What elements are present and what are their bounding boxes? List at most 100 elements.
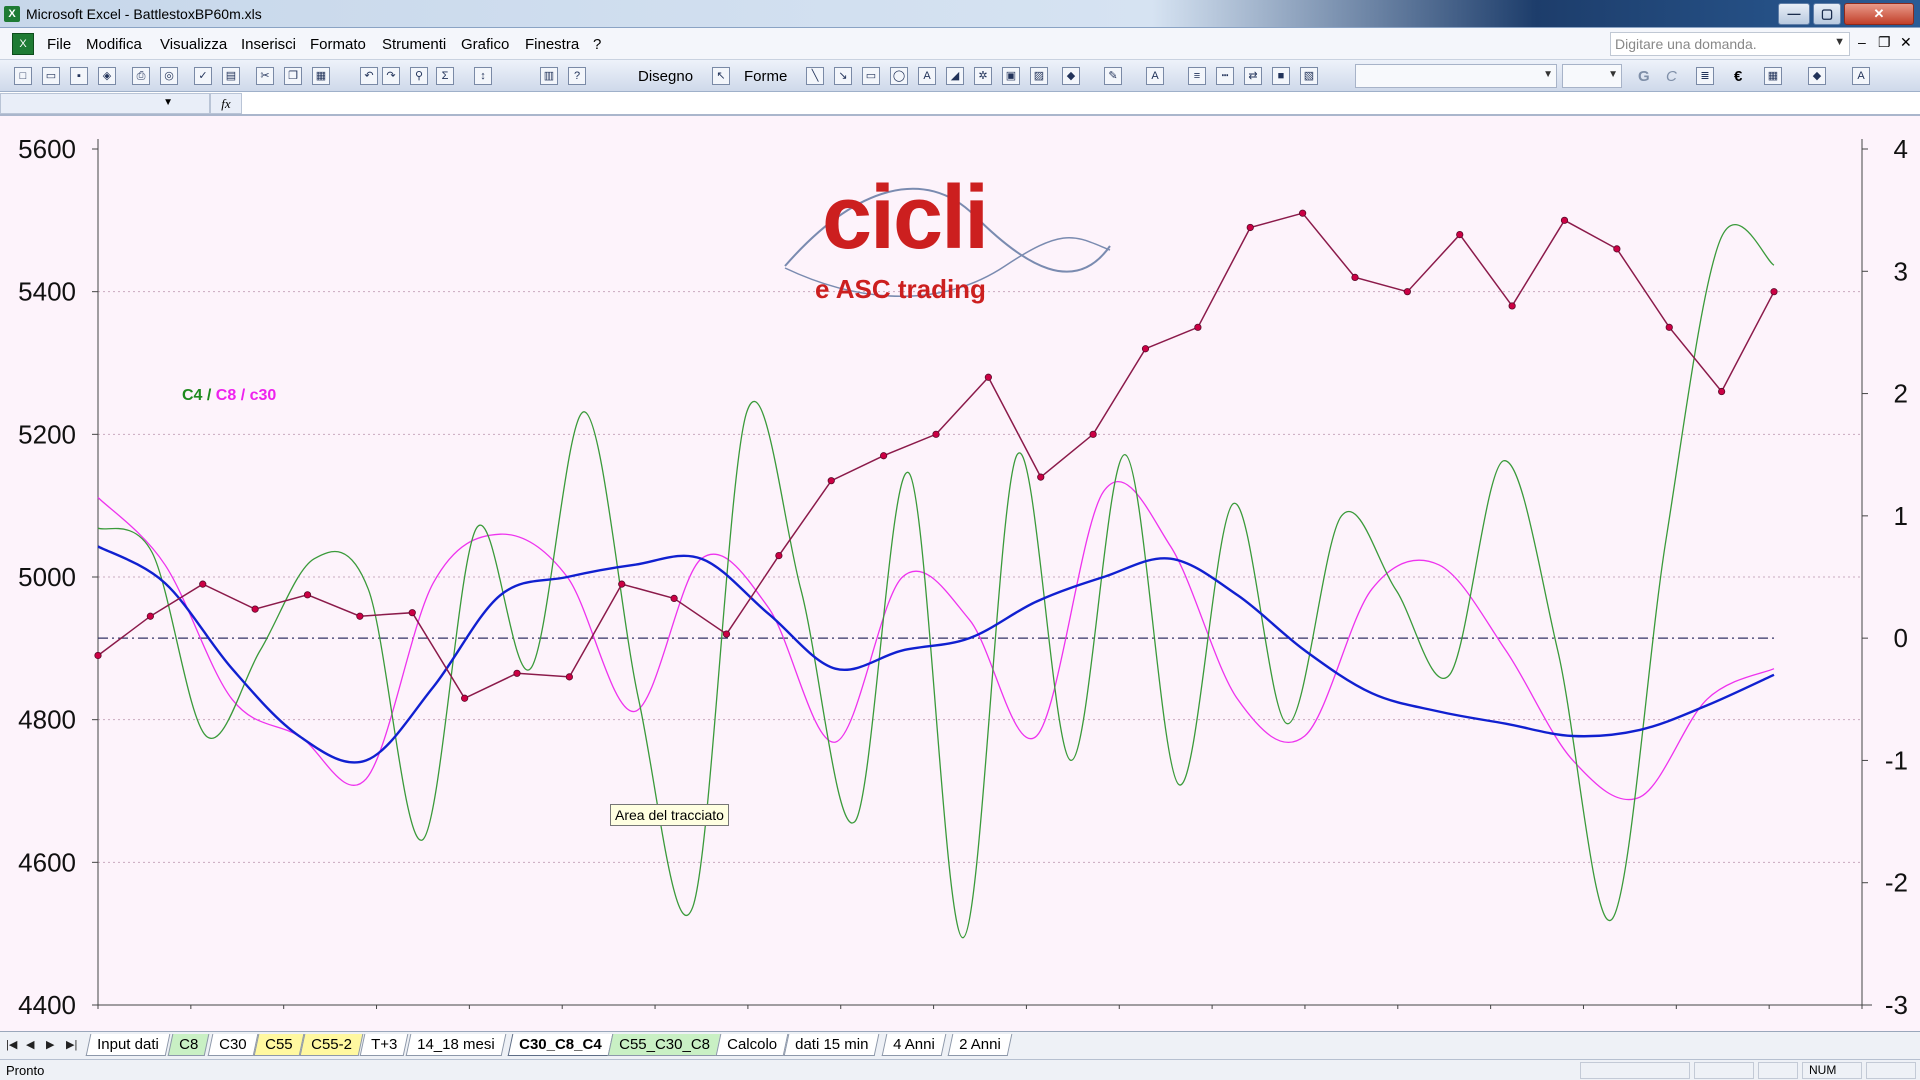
sheet-tab[interactable]: 14_18 mesi — [405, 1034, 506, 1056]
sheet-tab[interactable]: C55 — [253, 1034, 304, 1056]
paste-icon[interactable]: ▦ — [312, 67, 330, 85]
research-icon[interactable]: ▤ — [222, 67, 240, 85]
sheet-tab[interactable]: C8 — [167, 1034, 210, 1056]
sheet-tab[interactable]: C30_C8_C4 — [507, 1034, 613, 1056]
sheet-tab[interactable]: C55_C30_C8 — [607, 1034, 722, 1056]
print-icon[interactable]: ⎙ — [132, 67, 150, 85]
autosum-icon[interactable]: Σ — [436, 67, 454, 85]
next-sheet-icon[interactable]: ▶ — [46, 1039, 55, 1051]
draw-menu-button[interactable]: Disegno — [638, 68, 694, 85]
help-search-input[interactable]: Digitare una domanda. ▼ — [1610, 32, 1850, 56]
sheet-tab[interactable]: dati 15 min — [783, 1034, 880, 1056]
euro-button[interactable]: € — [1734, 68, 1743, 85]
workbook-icon[interactable]: X — [12, 33, 34, 55]
price-marker — [1246, 223, 1254, 232]
line-style-icon[interactable]: ≡ — [1188, 67, 1206, 85]
borders-icon[interactable]: ▦ — [1764, 67, 1782, 85]
chart-area[interactable]: 5600 5400 5200 5000 4800 4600 4400 4 3 2 1 0 -1 -2 -3 … — [0, 116, 1920, 1031]
price-marker — [1141, 345, 1150, 353]
chart-wizard-icon[interactable]: ▥ — [540, 67, 558, 85]
menu-strumenti[interactable]: Strumenti — [382, 36, 447, 53]
print-preview-icon[interactable]: ◎ — [160, 67, 178, 85]
sort-ascending-icon[interactable]: ↕ — [474, 67, 492, 85]
italic-button[interactable]: C — [1666, 68, 1677, 85]
save-icon[interactable]: ▪ — [70, 67, 88, 85]
textbox-icon[interactable]: A — [918, 67, 936, 85]
name-box[interactable]: ▼ — [0, 93, 210, 114]
font-name-select[interactable]: ▼ — [1355, 64, 1557, 88]
last-sheet-icon[interactable]: ▶| — [66, 1039, 78, 1051]
mdi-close-button[interactable]: ✕ — [1900, 34, 1912, 50]
undo-icon[interactable]: ↶ — [360, 67, 378, 85]
diagram-icon[interactable]: ✲ — [974, 67, 992, 85]
spelling-icon[interactable]: ✓ — [194, 67, 212, 85]
cell-fill-icon[interactable]: ◆ — [1808, 67, 1826, 85]
logo-word: cicli — [822, 168, 989, 268]
legend-separator: / — [202, 387, 216, 404]
select-objects-icon[interactable]: ↖ — [712, 67, 730, 85]
insert-function-button[interactable]: fx — [210, 93, 242, 114]
sheet-tab-label: C55-2 — [311, 1036, 352, 1053]
price-marker — [1299, 209, 1307, 217]
menu-formato[interactable]: Formato — [310, 36, 366, 53]
sheet-tab[interactable]: 2 Anni — [947, 1034, 1013, 1056]
align-icon[interactable]: ≣ — [1696, 67, 1714, 85]
cut-icon[interactable]: ✂ — [256, 67, 274, 85]
maximize-button[interactable]: ▢ — [1813, 3, 1841, 25]
wordart-icon[interactable]: ◢ — [946, 67, 964, 85]
chevron-down-icon[interactable]: ▼ — [1834, 36, 1845, 48]
3d-icon[interactable]: ▧ — [1300, 67, 1318, 85]
arrow-style-icon[interactable]: ⇄ — [1244, 67, 1262, 85]
price-marker — [1351, 273, 1359, 281]
shadow-icon[interactable]: ■ — [1272, 67, 1290, 85]
menu-visualizza[interactable]: Visualizza — [160, 36, 228, 53]
series-c8-line — [97, 481, 1775, 801]
mdi-restore-button[interactable]: ❐ — [1878, 34, 1891, 50]
prev-sheet-icon[interactable]: ◀ — [26, 1039, 35, 1051]
shapes-menu-button[interactable]: Forme — [744, 68, 788, 85]
fill-color-icon[interactable]: ◆ — [1062, 67, 1080, 85]
sheet-tab-label: 4 Anni — [893, 1036, 935, 1053]
logo-tagline: e ASC trading — [815, 274, 986, 304]
menu-help[interactable]: ? — [593, 36, 602, 53]
open-folder-icon[interactable]: ▭ — [42, 67, 60, 85]
sheet-tab[interactable]: C55-2 — [299, 1034, 364, 1056]
menu-finestra[interactable]: Finestra — [525, 36, 580, 53]
new-icon[interactable]: □ — [14, 67, 32, 85]
menu-inserisci[interactable]: Inserisci — [241, 36, 297, 53]
menu-grafico[interactable]: Grafico — [461, 36, 510, 53]
font-color-icon[interactable]: A — [1146, 67, 1164, 85]
bold-button[interactable]: G — [1638, 68, 1650, 85]
first-sheet-icon[interactable]: |◀ — [6, 1039, 18, 1051]
close-button[interactable]: ✕ — [1844, 3, 1914, 25]
legend-c8: C8 — [215, 387, 237, 404]
picture-icon[interactable]: ▨ — [1030, 67, 1048, 85]
arrow-icon[interactable]: ↘ — [834, 67, 852, 85]
sheet-tab[interactable]: C30 — [207, 1034, 258, 1056]
clipart-icon[interactable]: ▣ — [1002, 67, 1020, 85]
minimize-button[interactable]: — — [1778, 3, 1810, 25]
chart-svg[interactable]: 5600 5400 5200 5000 4800 4600 4400 4 3 2 1 0 -1 -2 -3 — [0, 116, 1920, 1031]
price-marker — [513, 669, 521, 677]
mdi-minimize-button[interactable]: – — [1858, 34, 1866, 50]
sheet-tab[interactable]: T+3 — [359, 1034, 409, 1056]
sheet-tab[interactable]: 4 Anni — [881, 1034, 947, 1056]
line-color-icon[interactable]: ✎ — [1104, 67, 1122, 85]
help-icon[interactable]: ? — [568, 67, 586, 85]
hyperlink-icon[interactable]: ⚲ — [410, 67, 428, 85]
permission-icon[interactable]: ◈ — [98, 67, 116, 85]
oval-icon[interactable]: ◯ — [890, 67, 908, 85]
text-color-icon[interactable]: A — [1852, 67, 1870, 85]
redo-icon[interactable]: ↷ — [382, 67, 400, 85]
menu-file[interactable]: File — [47, 36, 72, 53]
line-icon[interactable]: ╲ — [806, 67, 824, 85]
rectangle-icon[interactable]: ▭ — [862, 67, 880, 85]
copy-icon[interactable]: ❐ — [284, 67, 302, 85]
sheet-tab[interactable]: Input dati — [85, 1034, 171, 1056]
dash-style-icon[interactable]: ┅ — [1216, 67, 1234, 85]
font-size-select[interactable]: ▼ — [1562, 64, 1622, 88]
menu-modifica[interactable]: Modifica — [86, 36, 142, 53]
sheet-tab[interactable]: Calcolo — [715, 1034, 789, 1056]
chevron-down-icon[interactable]: ▼ — [163, 97, 173, 108]
sheet-tab-label: Input dati — [97, 1036, 159, 1053]
